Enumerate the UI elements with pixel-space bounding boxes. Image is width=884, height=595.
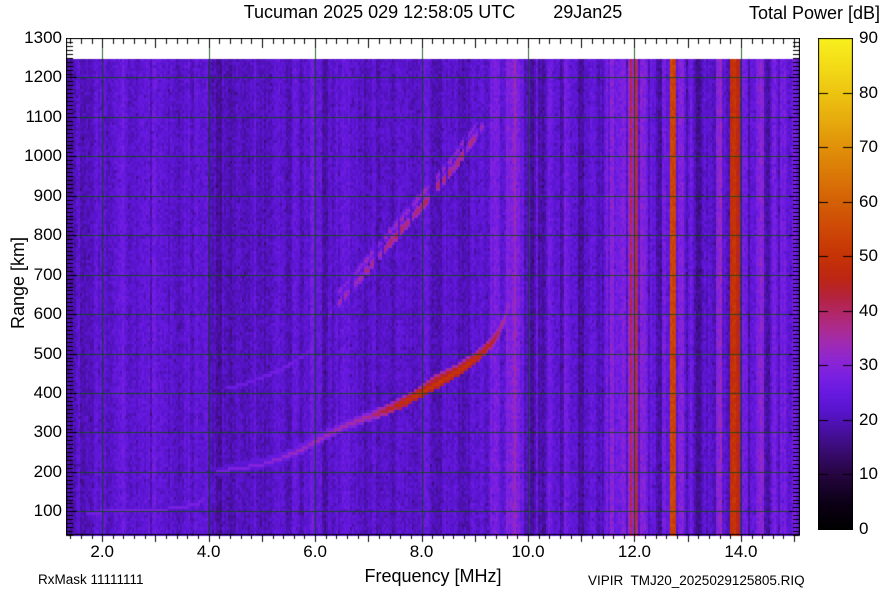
x-tick-label: 10.0: [511, 542, 545, 561]
y-tick-label: 500: [33, 343, 62, 363]
colorbar-tick-label: 30: [859, 355, 878, 375]
colorbar-tick-label: 80: [859, 82, 878, 102]
y-tick-label: 1000: [24, 146, 62, 166]
colorbar-tick-label: 70: [859, 137, 878, 157]
x-axis-label: Frequency [MHz]: [364, 566, 502, 586]
y-tick-label: 1200: [24, 67, 62, 87]
colorbar-tick-label: 40: [859, 300, 878, 320]
colorbar-tick-label: 50: [859, 246, 878, 266]
x-tick-label: 2.0: [90, 542, 114, 561]
chart-title: Tucuman 2025 029 12:58:05 UTC: [243, 2, 516, 22]
y-tick-label: 700: [33, 264, 62, 284]
colorbar-title: Total Power [dB]: [748, 3, 880, 23]
y-tick-label: 200: [33, 461, 62, 481]
colorbar-canvas: [818, 38, 853, 530]
y-tick-label: 1100: [25, 106, 62, 126]
x-tick-label: 6.0: [303, 542, 327, 561]
colorbar-tick-label: 0: [859, 519, 869, 538]
colorbar-tick-label: 10: [859, 464, 878, 484]
colorbar-tick-label: 60: [859, 191, 878, 211]
y-tick-label: 100: [33, 501, 62, 521]
filename-label: VIPIR TMJ20_2025029125805.RIQ: [588, 573, 805, 588]
y-tick-label: 300: [33, 422, 62, 442]
y-tick-label: 1300: [24, 28, 62, 47]
x-tick-label: 8.0: [409, 542, 434, 561]
rxmask-label: RxMask 11111111: [38, 572, 144, 587]
y-tick-label: 600: [33, 304, 62, 324]
x-tick-label: 14.0: [724, 542, 758, 561]
chart-date: 29Jan25: [553, 2, 623, 22]
y-tick-label: 400: [33, 383, 62, 402]
y-tick-label: 800: [33, 225, 62, 245]
colorbar-tick-label: 90: [859, 28, 878, 47]
heatmap-canvas: [66, 38, 800, 543]
colorbar-tick-label: 20: [859, 409, 878, 429]
y-tick-label: 900: [33, 185, 62, 205]
x-tick-label: 4.0: [196, 542, 221, 561]
chart-title-row: Tucuman 2025 029 12:58:05 UTC 29Jan25: [66, 2, 800, 23]
x-tick-label: 12.0: [617, 542, 651, 561]
